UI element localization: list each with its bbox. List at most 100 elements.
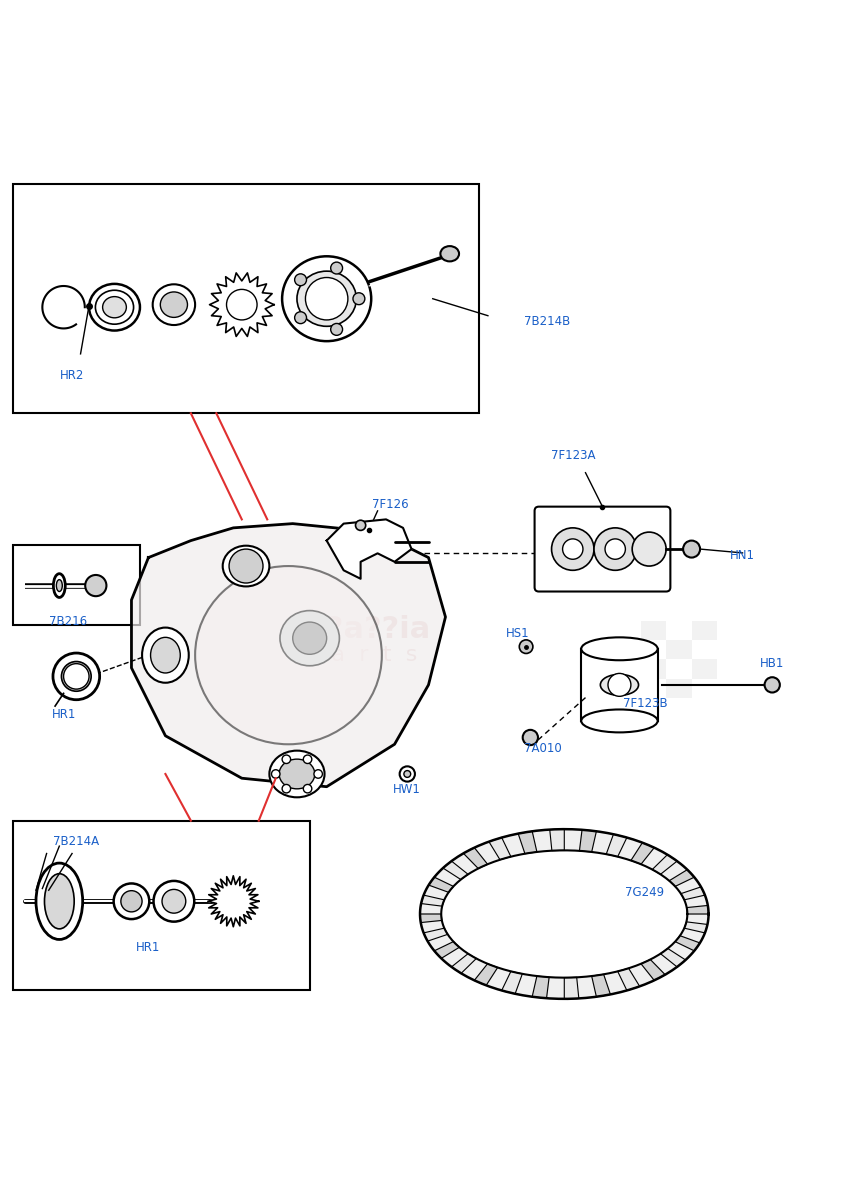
Bar <box>615 641 641 660</box>
Ellipse shape <box>404 770 411 778</box>
Circle shape <box>229 550 263 583</box>
Bar <box>692 678 717 697</box>
Polygon shape <box>421 895 444 906</box>
Bar <box>615 678 641 697</box>
Polygon shape <box>464 847 488 869</box>
Ellipse shape <box>103 296 126 318</box>
Polygon shape <box>591 974 610 997</box>
Text: HR2: HR2 <box>60 368 84 382</box>
Polygon shape <box>423 928 447 941</box>
Ellipse shape <box>114 883 149 919</box>
Polygon shape <box>131 523 446 787</box>
Polygon shape <box>549 829 564 851</box>
Ellipse shape <box>36 863 82 940</box>
Polygon shape <box>428 877 453 893</box>
Circle shape <box>331 262 343 274</box>
Circle shape <box>519 640 533 654</box>
Bar <box>666 678 692 697</box>
Ellipse shape <box>153 284 195 325</box>
Ellipse shape <box>162 889 186 913</box>
Circle shape <box>303 785 312 793</box>
Text: 7F123A: 7F123A <box>550 449 595 462</box>
Circle shape <box>594 528 637 570</box>
Circle shape <box>282 785 291 793</box>
Polygon shape <box>675 936 700 950</box>
Bar <box>615 622 641 641</box>
Ellipse shape <box>440 246 459 262</box>
Ellipse shape <box>399 767 415 781</box>
Circle shape <box>282 755 291 763</box>
Ellipse shape <box>764 677 780 692</box>
Polygon shape <box>652 854 677 875</box>
Bar <box>666 660 692 678</box>
Text: HW1: HW1 <box>393 782 422 796</box>
Bar <box>666 622 692 641</box>
Circle shape <box>353 293 365 305</box>
Ellipse shape <box>89 284 140 330</box>
Text: 7F123B: 7F123B <box>622 697 668 710</box>
Bar <box>641 660 666 678</box>
Polygon shape <box>518 832 536 853</box>
Polygon shape <box>488 838 511 859</box>
Polygon shape <box>564 977 578 998</box>
Ellipse shape <box>282 257 371 341</box>
Ellipse shape <box>95 290 134 324</box>
Bar <box>692 660 717 678</box>
Ellipse shape <box>356 521 366 530</box>
Circle shape <box>605 539 626 559</box>
Polygon shape <box>434 942 459 959</box>
Circle shape <box>552 528 594 570</box>
Polygon shape <box>686 906 709 914</box>
Ellipse shape <box>297 271 357 326</box>
Circle shape <box>303 755 312 763</box>
Ellipse shape <box>53 653 99 700</box>
Circle shape <box>272 769 280 779</box>
Bar <box>641 641 666 660</box>
Bar <box>692 641 717 660</box>
Bar <box>641 622 666 641</box>
Text: 7A010: 7A010 <box>524 742 562 755</box>
Circle shape <box>295 312 307 324</box>
Text: 7B214B: 7B214B <box>524 316 571 328</box>
Polygon shape <box>420 914 442 923</box>
Text: HS1: HS1 <box>506 628 530 641</box>
Bar <box>692 622 717 641</box>
Circle shape <box>63 664 89 689</box>
Polygon shape <box>501 971 523 994</box>
Circle shape <box>683 540 700 558</box>
Circle shape <box>608 673 631 696</box>
Polygon shape <box>669 870 694 887</box>
Circle shape <box>305 277 348 320</box>
Ellipse shape <box>581 637 657 660</box>
Text: 7F126: 7F126 <box>372 498 409 511</box>
Polygon shape <box>631 842 654 864</box>
Polygon shape <box>684 922 708 932</box>
Ellipse shape <box>151 637 180 673</box>
Text: HR1: HR1 <box>136 942 160 954</box>
Ellipse shape <box>153 881 195 922</box>
Ellipse shape <box>53 574 65 598</box>
FancyBboxPatch shape <box>535 506 670 592</box>
Ellipse shape <box>195 566 382 744</box>
Ellipse shape <box>121 890 142 912</box>
Polygon shape <box>661 948 686 967</box>
Circle shape <box>523 730 538 745</box>
Polygon shape <box>452 954 476 973</box>
Ellipse shape <box>223 546 269 587</box>
Circle shape <box>331 324 343 335</box>
Ellipse shape <box>85 575 106 596</box>
Ellipse shape <box>601 674 638 695</box>
Polygon shape <box>441 851 687 978</box>
Circle shape <box>562 539 583 559</box>
Polygon shape <box>327 520 411 578</box>
Ellipse shape <box>62 661 91 691</box>
Polygon shape <box>420 829 709 998</box>
Text: 7G249: 7G249 <box>626 887 664 899</box>
Text: HR1: HR1 <box>51 708 75 721</box>
Circle shape <box>295 274 307 286</box>
Polygon shape <box>532 976 549 998</box>
Ellipse shape <box>581 709 657 732</box>
Ellipse shape <box>280 611 339 666</box>
Bar <box>615 660 641 678</box>
Ellipse shape <box>45 874 75 929</box>
